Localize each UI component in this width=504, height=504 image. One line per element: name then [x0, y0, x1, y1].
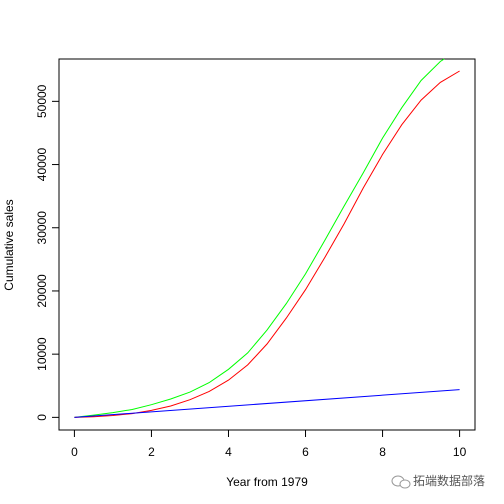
plot-frame — [58, 58, 476, 431]
x-tick-label: 4 — [225, 445, 232, 459]
watermark-text: 拓端数据部落 — [413, 473, 485, 488]
x-tick-label: 6 — [302, 445, 309, 459]
watermark: 拓端数据部落 — [391, 473, 485, 489]
y-axis-label: Cumulative sales — [2, 199, 16, 290]
x-tick-label: 2 — [148, 445, 155, 459]
y-tick-label: 50000 — [35, 84, 49, 118]
y-tick-label: 30000 — [35, 211, 49, 245]
series-layer — [74, 58, 460, 418]
y-tick-label: 0 — [35, 414, 49, 421]
x-tick-label: 10 — [453, 445, 467, 459]
y-axis: 0 10000 20000 30000 40000 50000 — [35, 84, 59, 421]
x-tick-label: 0 — [71, 445, 78, 459]
series-line-2 — [74, 70, 460, 418]
y-tick-label: 40000 — [35, 148, 49, 182]
y-tick-label: 20000 — [35, 274, 49, 308]
x-axis-label: Year from 1979 — [226, 475, 308, 489]
x-axis: 0 2 4 6 8 10 — [71, 430, 467, 459]
x-tick-label: 8 — [379, 445, 386, 459]
chat-bubble-icon — [391, 475, 411, 489]
y-tick-label: 10000 — [35, 337, 49, 371]
series-line-3 — [74, 389, 460, 418]
series-line-1 — [74, 58, 445, 418]
